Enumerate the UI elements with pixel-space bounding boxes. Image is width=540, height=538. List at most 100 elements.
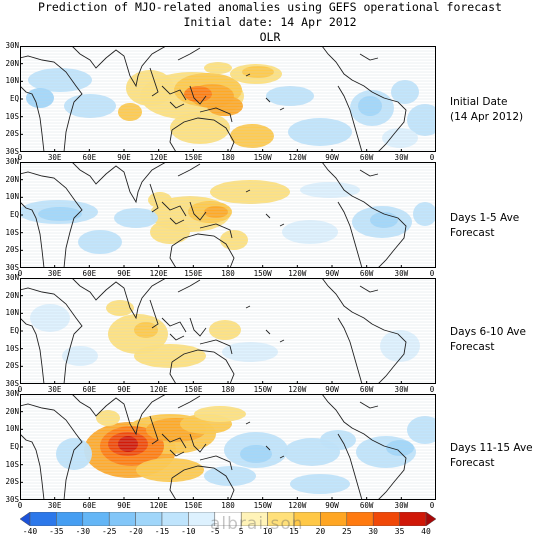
coastline [177,279,201,293]
coastline [371,439,407,500]
olr-anomaly-map [20,46,436,152]
coastline [171,233,235,268]
coastline [189,317,207,337]
anomaly-region [134,344,206,368]
colorbar-segment [56,512,84,526]
panel-label-line-2: Forecast [450,341,495,353]
coastline [199,455,233,471]
map-panel [20,278,436,384]
coastline [20,433,45,500]
title-line-3: OLR [259,30,281,44]
lon-label: 60W [359,501,374,510]
coastline [337,433,363,500]
lon-label: 90W [325,269,339,278]
colorbar-label: 10 [262,527,273,536]
lat-label: 30S [5,379,19,388]
olr-anomaly-map [20,162,436,268]
coastline [177,395,201,409]
lon-label: 150E [184,269,203,278]
colorbar-label: 15 [289,527,299,536]
panel-label-days-11-15: Days 11-15 Ave Forecast [450,441,533,471]
colorbar-label: -20 [128,527,143,536]
lat-label: 20N [5,174,19,184]
coastline [20,201,45,268]
coastline [199,223,233,239]
coastline [359,169,379,177]
lon-label: 0 [429,153,435,162]
coastline [20,403,83,500]
coastline [20,317,45,384]
panel-label-line-2: (14 Apr 2012) [450,111,524,123]
coastline [245,189,251,193]
coastline [169,101,185,109]
coastline [177,163,201,177]
coastline [161,433,187,449]
colorbar-label: -25 [101,527,117,536]
colorbar-label: 40 [421,527,431,536]
anomaly-region [204,62,232,74]
lon-label: 90E [117,153,131,162]
lon-label: 0 [17,501,23,510]
coastline [169,449,185,457]
lon-label: 120E [149,385,168,394]
figure-title: Prediction of MJO-related anomalies usin… [0,0,540,45]
lon-label: 30W [394,269,409,278]
lat-label: 20S [5,361,19,371]
lat-label: 10S [5,343,19,353]
coastline [189,433,207,453]
coastline [169,361,177,384]
lon-label: 0 [429,385,435,394]
coastline [20,85,45,152]
lon-label: 150E [184,501,203,510]
coastline [169,129,177,152]
anomaly-region [413,202,436,226]
lon-label: 60E [82,153,97,162]
lon-label: 180 [221,269,235,278]
title-line-1: Prediction of MJO-related anomalies usin… [38,0,502,14]
coastline [265,213,271,219]
lat-label: 20S [5,245,19,255]
lat-label: 20N [5,58,19,68]
panel-label-line-1: Days 6-10 Ave [450,326,526,338]
colorbar-label: -40 [22,527,38,536]
lon-label: 30E [47,269,62,278]
colorbar-segment [135,512,163,526]
colorbar-label: 30 [368,527,379,536]
colorbar-label: 25 [341,527,352,536]
lon-label: 120W [288,269,307,278]
anomaly-region [136,458,204,482]
lon-label: 90E [117,385,131,394]
map-panel [20,46,436,152]
colorbar [20,512,436,526]
anomaly-region [64,94,116,118]
coastline [169,333,185,341]
anomaly-region [184,86,212,102]
lon-label: 30W [394,501,409,510]
coastline [359,401,379,409]
coastline [149,67,159,97]
lat-label: 10S [5,111,19,121]
lon-label: 0 [17,269,23,278]
coastline [189,85,207,105]
lon-label: 0 [17,153,23,162]
anomaly-region [282,220,338,244]
lat-label: 30S [5,147,19,156]
colorbar-label: 35 [394,527,405,536]
lon-label: 120E [149,501,168,510]
lon-label: 30E [47,153,62,162]
colorbar-segment [82,512,110,526]
coastline [245,73,251,77]
lat-label: 20S [5,477,19,487]
lon-label: 60E [82,385,97,394]
colorbar-segment [20,512,31,526]
coastline [171,465,235,500]
coastline [321,162,373,209]
coastline [265,445,271,451]
coastline [161,317,187,333]
lat-label: 10S [5,459,19,469]
coastline [359,285,379,293]
coastline [20,55,83,152]
coastline [321,394,373,441]
coastline [321,278,373,325]
lon-label: 150W [253,501,272,510]
